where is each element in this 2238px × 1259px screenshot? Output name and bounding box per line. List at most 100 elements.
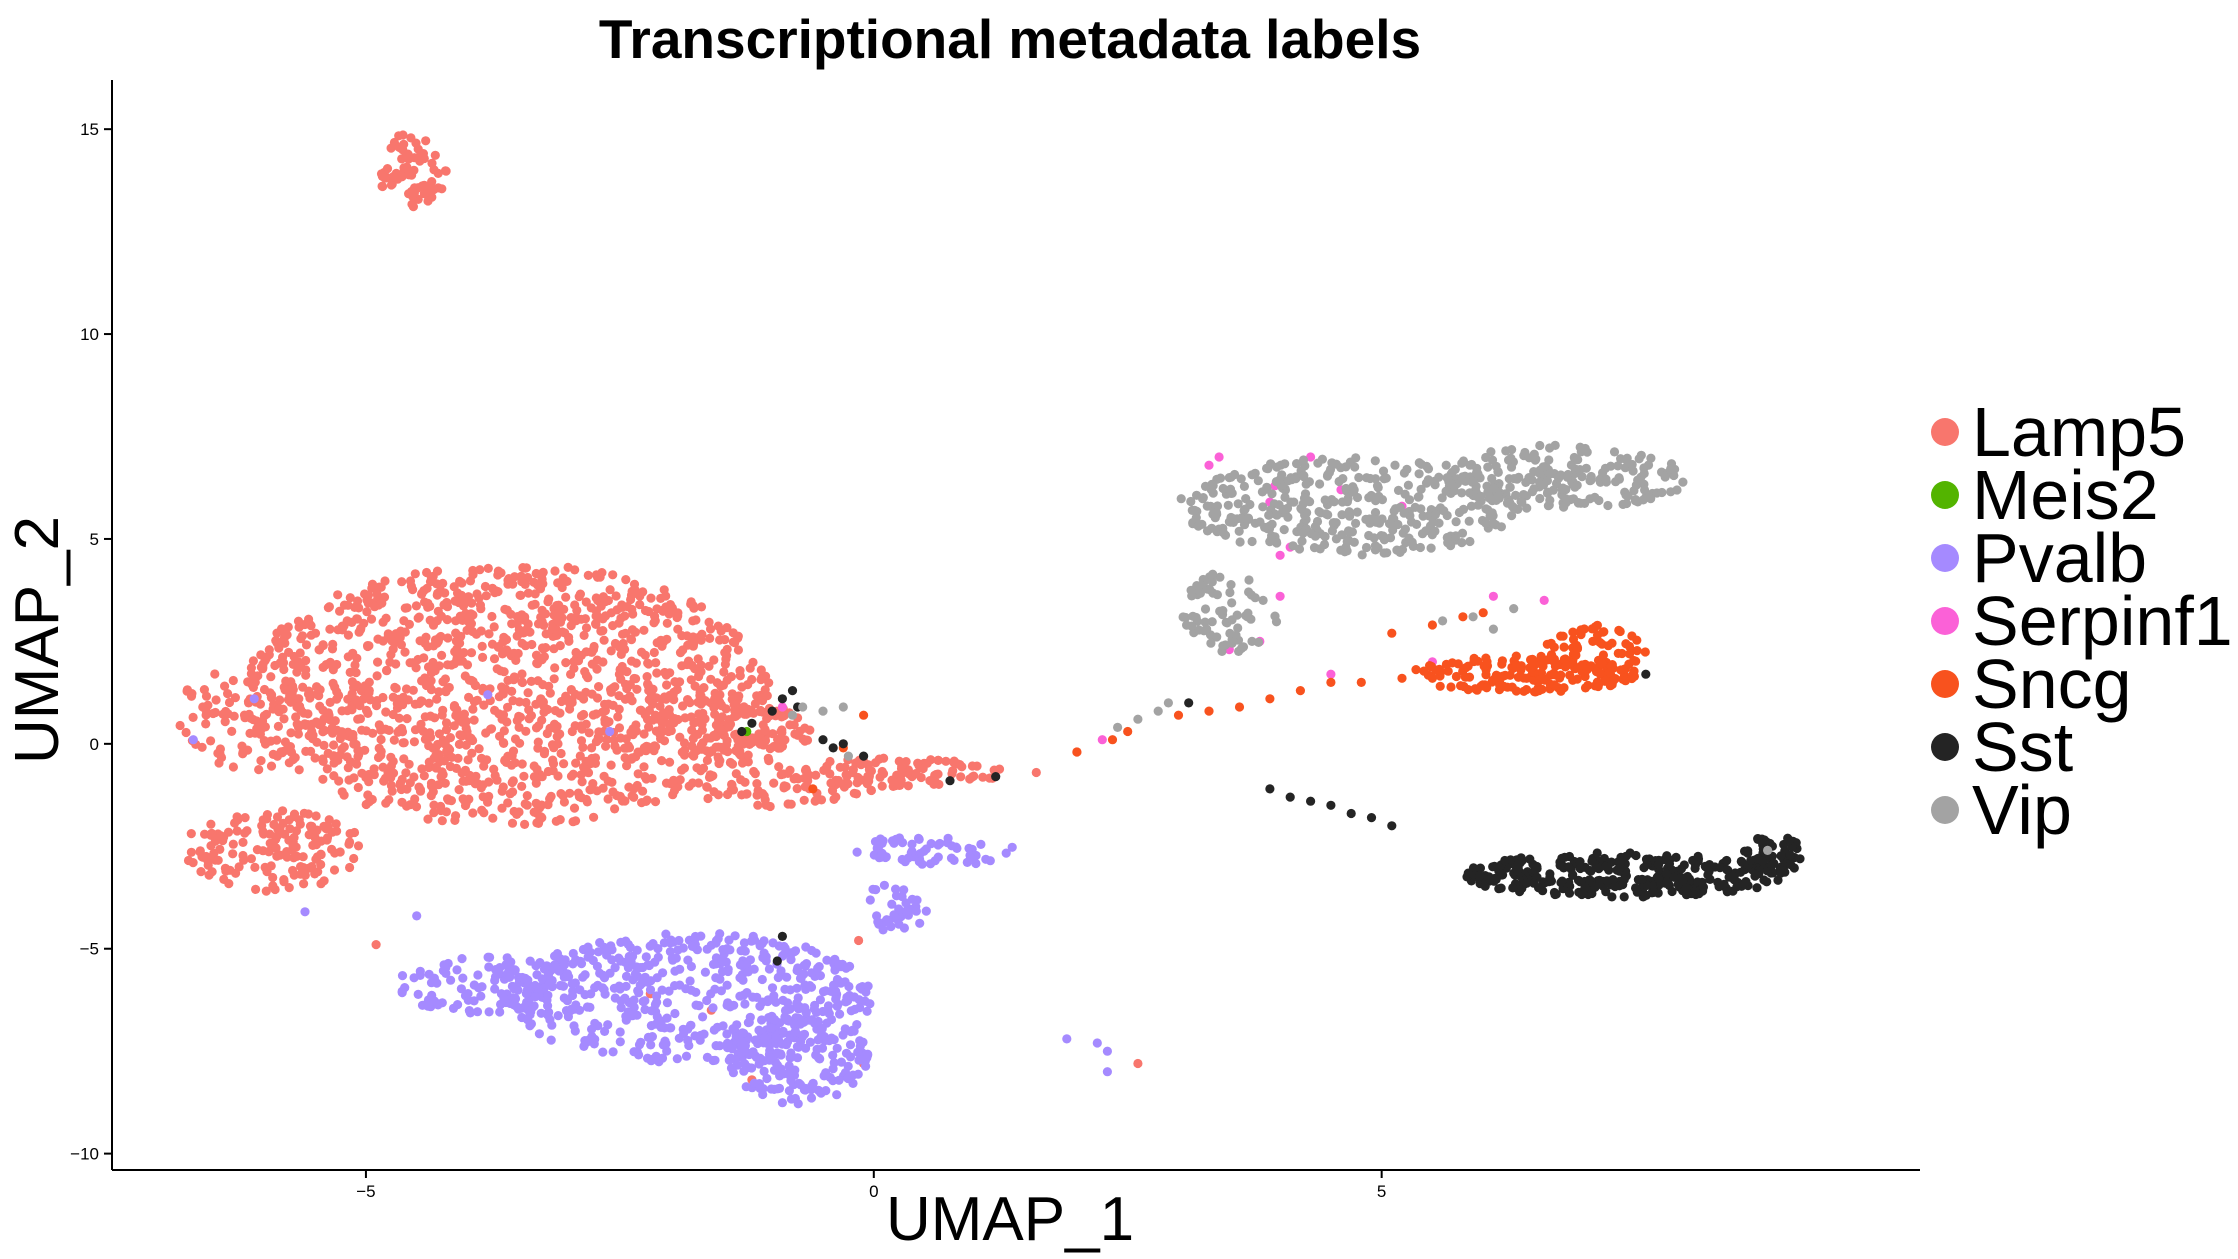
data-point — [720, 635, 730, 645]
data-point — [743, 967, 753, 977]
data-point — [1511, 686, 1521, 696]
series-lamp5 — [175, 130, 1143, 1089]
data-point — [730, 638, 740, 648]
data-point — [1657, 487, 1667, 498]
data-point — [673, 624, 683, 634]
data-point — [506, 609, 516, 619]
data-point — [1184, 698, 1194, 708]
data-point — [780, 1005, 791, 1016]
data-point — [646, 1056, 656, 1066]
data-point — [511, 655, 521, 666]
chart-title: Transcriptional metadata labels — [599, 8, 1421, 70]
data-point — [1178, 612, 1188, 622]
data-point — [772, 956, 782, 966]
data-point — [913, 833, 924, 844]
data-point — [644, 659, 654, 669]
data-point — [635, 600, 645, 610]
data-point — [1441, 460, 1451, 470]
data-point — [663, 726, 674, 737]
data-point — [188, 735, 198, 745]
data-point — [1306, 452, 1316, 462]
data-point — [651, 658, 661, 668]
data-point — [414, 612, 424, 622]
data-point — [694, 1001, 704, 1011]
data-point — [490, 972, 501, 982]
data-point — [665, 938, 675, 948]
data-point — [272, 638, 282, 648]
data-point — [1575, 465, 1585, 475]
data-point — [1478, 608, 1488, 618]
data-point — [907, 846, 917, 857]
data-point — [1736, 856, 1746, 867]
data-point — [949, 855, 959, 866]
data-point — [1260, 522, 1270, 533]
data-point — [579, 630, 589, 641]
data-point — [440, 739, 450, 749]
data-point — [1562, 660, 1572, 670]
data-point — [1556, 670, 1566, 680]
data-point — [605, 726, 615, 737]
data-point — [686, 961, 697, 972]
data-point — [605, 585, 615, 595]
data-point — [278, 806, 288, 816]
data-point — [513, 648, 523, 659]
data-point — [777, 931, 788, 942]
data-point — [299, 808, 309, 818]
data-point — [793, 963, 803, 973]
data-point — [1113, 722, 1123, 733]
data-point — [373, 657, 383, 667]
data-point — [1542, 476, 1552, 486]
data-point — [705, 624, 716, 634]
data-point — [698, 708, 708, 719]
data-point — [394, 142, 404, 152]
data-point — [1536, 668, 1547, 678]
data-point — [284, 883, 294, 893]
data-point — [598, 614, 608, 624]
data-point — [834, 1075, 844, 1085]
data-point — [1202, 624, 1212, 634]
data-point — [467, 598, 477, 608]
data-point — [758, 1084, 768, 1094]
data-point — [736, 775, 746, 785]
data-point — [1352, 507, 1362, 517]
data-point — [780, 943, 790, 954]
data-point — [640, 710, 650, 720]
data-point — [1205, 585, 1215, 595]
data-point — [1422, 461, 1432, 471]
data-point — [1349, 537, 1359, 547]
data-point — [907, 894, 917, 904]
data-point — [550, 663, 560, 673]
data-point — [1097, 735, 1107, 745]
data-point — [643, 1032, 654, 1042]
data-point — [261, 886, 271, 896]
data-point — [519, 771, 529, 781]
data-point — [294, 694, 304, 704]
data-point — [592, 961, 603, 971]
data-point — [437, 816, 447, 826]
data-point — [307, 821, 317, 832]
data-point — [1193, 521, 1203, 531]
legend-label-lamp5: Lamp5 — [1972, 393, 2186, 471]
data-point — [216, 831, 226, 841]
data-point — [658, 708, 669, 718]
data-point — [539, 749, 550, 759]
data-point — [1443, 538, 1453, 548]
data-point — [1527, 654, 1537, 665]
data-point — [632, 962, 642, 972]
data-point — [1285, 792, 1295, 802]
data-point — [718, 945, 728, 955]
data-point — [740, 999, 750, 1009]
data-point — [353, 752, 363, 762]
y-tick-label: 5 — [90, 530, 99, 549]
data-point — [459, 795, 469, 805]
data-point — [827, 786, 838, 796]
y-tick-label: −5 — [80, 940, 99, 959]
data-point — [1613, 461, 1623, 471]
data-point — [1564, 888, 1575, 898]
data-point — [517, 677, 527, 687]
data-point — [469, 715, 479, 725]
data-point — [421, 680, 432, 691]
data-point — [846, 1006, 856, 1016]
data-point — [1508, 883, 1518, 893]
data-point — [316, 859, 326, 870]
